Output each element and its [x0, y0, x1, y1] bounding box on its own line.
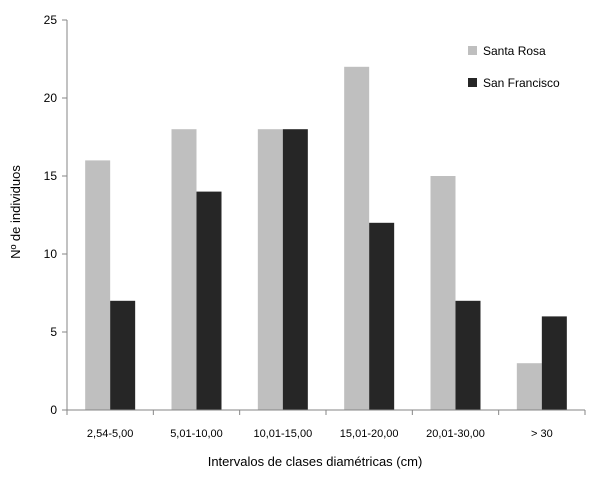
bar-santa-rosa: [430, 176, 456, 410]
y-tick-label: 20: [44, 91, 58, 105]
bar-san-francisco: [455, 300, 481, 410]
y-tick-label: 10: [44, 247, 58, 261]
bar-santa-rosa: [85, 160, 111, 410]
legend-swatch: [468, 78, 477, 87]
x-tick-label: 2,54-5,00: [87, 428, 133, 440]
bar-san-francisco: [110, 300, 136, 410]
bar-santa-rosa: [171, 129, 197, 410]
x-axis-title: Intervalos de clases diamétricas (cm): [208, 454, 423, 469]
bar-san-francisco: [541, 316, 567, 410]
y-tick-label: 5: [50, 325, 57, 339]
x-ticks: 2,54-5,00 5,01-10,00 10,01-15,00 15,01-20,0…: [66, 410, 586, 440]
bar-san-francisco: [369, 222, 395, 410]
y-axis-title: Nº de individuos: [8, 165, 23, 259]
bar-san-francisco: [282, 129, 308, 410]
x-tick-label: > 30: [531, 428, 553, 440]
legend-label: San Francisco: [483, 76, 560, 90]
x-tick-label: 10,01-15,00: [253, 428, 312, 440]
legend-label: Santa Rosa: [483, 44, 546, 58]
y-tick-label: 0: [50, 403, 57, 417]
x-tick-label: 15,01-20,00: [340, 428, 399, 440]
y-tick-label: 15: [44, 169, 58, 183]
axes: 0 5 10 15 20 25 2,54-5,00 5,01-10,00 10,01-15,0…: [44, 13, 586, 440]
bar-santa-rosa: [344, 66, 370, 411]
x-tick-label: 20,01-30,00: [426, 428, 485, 440]
legend-swatch: [468, 46, 477, 55]
y-tick-label: 25: [44, 13, 58, 27]
x-tick-label: 5,01-10,00: [170, 428, 223, 440]
plot-area: [85, 66, 567, 411]
bar-santa-rosa: [257, 129, 283, 410]
bar-santa-rosa: [516, 363, 542, 410]
y-ticks: 0 5 10 15 20 25: [44, 13, 67, 417]
bar-san-francisco: [196, 191, 222, 410]
legend: Santa Rosa San Francisco: [468, 44, 560, 90]
